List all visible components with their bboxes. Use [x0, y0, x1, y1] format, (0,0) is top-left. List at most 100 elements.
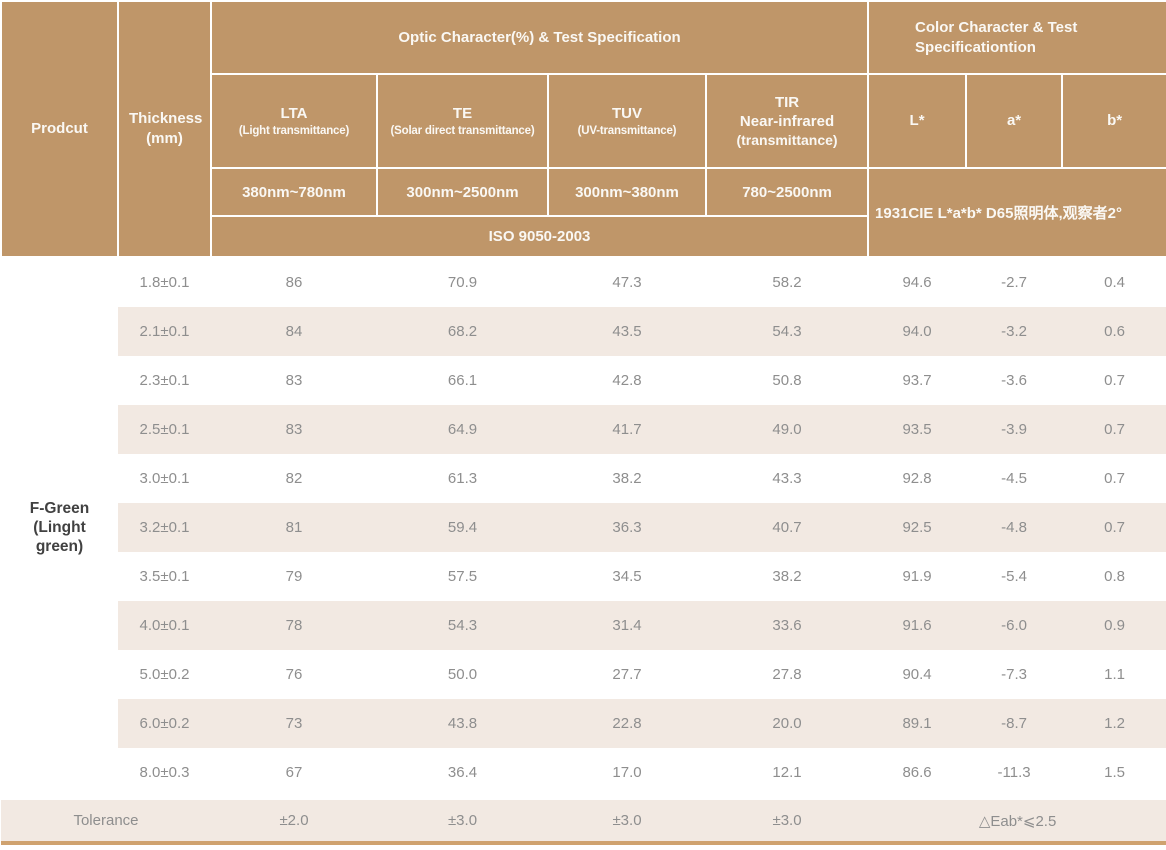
data-cell: 83 [211, 405, 377, 454]
range-tir: 780~2500nm [704, 167, 870, 217]
range-tuv: 300nm~380nm [547, 167, 707, 217]
data-cell: -8.7 [966, 699, 1063, 748]
table-row: 6.0±0.2 73 43.8 22.8 20.0 89.1 -8.7 1.2 [1, 699, 1166, 748]
thickness-cell: 2.1±0.1 [118, 307, 211, 356]
data-cell: 43.3 [706, 454, 869, 503]
col-name-te: TE [452, 105, 473, 122]
data-cell: -11.3 [966, 748, 1063, 799]
table-row: 3.2±0.1 81 59.4 36.3 40.7 92.5 -4.8 0.7 [1, 503, 1166, 552]
data-cell: 94.0 [868, 307, 967, 356]
header-col-lstar: L* [867, 73, 968, 169]
header-col-tir: TIR Near-infrared (transmittance) [704, 73, 870, 169]
data-cell: 79 [211, 552, 377, 601]
data-cell: -7.3 [966, 650, 1063, 699]
table-row: 8.0±0.3 67 36.4 17.0 12.1 86.6 -11.3 1.5 [1, 748, 1166, 799]
data-cell: 49.0 [706, 405, 869, 454]
col-name2-tir: Near-infrared [739, 113, 835, 130]
table-row: 3.5±0.1 79 57.5 34.5 38.2 91.9 -5.4 0.8 [1, 552, 1166, 601]
data-cell: 1.5 [1062, 748, 1166, 799]
data-cell: 27.8 [706, 650, 869, 699]
data-cell: 50.8 [706, 356, 869, 405]
data-cell: 57.5 [377, 552, 548, 601]
header-thickness: Thickness (mm) [117, 0, 212, 258]
col-name-lta: LTA [280, 105, 308, 122]
data-cell: 41.7 [548, 405, 706, 454]
data-cell: 1.2 [1062, 699, 1166, 748]
data-cell: 33.6 [706, 601, 869, 650]
thickness-cell: 3.5±0.1 [118, 552, 211, 601]
data-cell: 78 [211, 601, 377, 650]
data-cell: 54.3 [706, 307, 869, 356]
table-row: F-Green (Linght green) 1.8±0.1 86 70.9 4… [1, 257, 1166, 799]
data-cell: 90.4 [868, 650, 967, 699]
data-cell: 92.5 [868, 503, 967, 552]
col-sub-lta: (Light transmittance) [238, 125, 350, 137]
data-cell: -4.5 [966, 454, 1063, 503]
data-cell: -4.8 [966, 503, 1063, 552]
data-cell: 36.4 [377, 748, 548, 799]
thickness-cell: 1.8±0.1 [118, 257, 211, 307]
table-header: Prodcut Thickness (mm) Optic Character(%… [0, 0, 1166, 258]
data-cell: 34.5 [548, 552, 706, 601]
color-standard-note: 1931CIE L*a*b* D65照明体,观察者2° [867, 167, 1166, 258]
table-row: 2.3±0.1 83 66.1 42.8 50.8 93.7 -3.6 0.7 [1, 356, 1166, 405]
range-lta: 380nm~780nm [210, 167, 378, 217]
thickness-cell: 3.2±0.1 [118, 503, 211, 552]
optic-standard-note: ISO 9050-2003 [209, 215, 870, 258]
data-cell: 64.9 [377, 405, 548, 454]
data-cell: -2.7 [966, 257, 1063, 307]
data-cell: 0.8 [1062, 552, 1166, 601]
data-cell: 0.4 [1062, 257, 1166, 307]
header-col-astar: a* [965, 73, 1064, 169]
data-cell: 12.1 [706, 748, 869, 799]
data-cell: 27.7 [548, 650, 706, 699]
data-cell: 73 [211, 699, 377, 748]
data-cell: 31.4 [548, 601, 706, 650]
header-col-bstar: b* [1061, 73, 1166, 169]
table-row: 2.5±0.1 83 64.9 41.7 49.0 93.5 -3.9 0.7 [1, 405, 1166, 454]
data-cell: 93.5 [868, 405, 967, 454]
col-sub-te: (Solar direct transmittance) [390, 125, 535, 137]
data-cell: -3.9 [966, 405, 1063, 454]
data-cell: 17.0 [548, 748, 706, 799]
table-row: 5.0±0.2 76 50.0 27.7 27.8 90.4 -7.3 1.1 [1, 650, 1166, 699]
data-cell: 59.4 [377, 503, 548, 552]
data-cell: 93.7 [868, 356, 967, 405]
data-cell: 66.1 [377, 356, 548, 405]
data-cell: 43.8 [377, 699, 548, 748]
table-row: 3.0±0.1 82 61.3 38.2 43.3 92.8 -4.5 0.7 [1, 454, 1166, 503]
data-cell: 89.1 [868, 699, 967, 748]
data-cell: 54.3 [377, 601, 548, 650]
header-product: Prodcut [0, 0, 119, 258]
data-cell: 20.0 [706, 699, 869, 748]
data-cell: -3.6 [966, 356, 1063, 405]
data-cell: 38.2 [548, 454, 706, 503]
data-cell: 42.8 [548, 356, 706, 405]
data-cell: 94.6 [868, 257, 967, 307]
data-cell: 83 [211, 356, 377, 405]
table-row: 4.0±0.1 78 54.3 31.4 33.6 91.6 -6.0 0.9 [1, 601, 1166, 650]
data-cell: 91.9 [868, 552, 967, 601]
tolerance-cell: ±3.0 [377, 797, 548, 845]
header-col-lta: LTA (Light transmittance) [210, 73, 378, 169]
thickness-cell: 2.3±0.1 [118, 356, 211, 405]
table-row: 2.1±0.1 84 68.2 43.5 54.3 94.0 -3.2 0.6 [1, 307, 1166, 356]
thickness-cell: 8.0±0.3 [118, 748, 211, 799]
data-cell: 1.1 [1062, 650, 1166, 699]
data-cell: 0.6 [1062, 307, 1166, 356]
col-sub-tuv: (UV-transmittance) [577, 125, 677, 137]
data-cell: 0.7 [1062, 405, 1166, 454]
data-cell: -3.2 [966, 307, 1063, 356]
tolerance-label: Tolerance [1, 797, 211, 845]
data-cell: 22.8 [548, 699, 706, 748]
thickness-cell: 3.0±0.1 [118, 454, 211, 503]
data-cell: 86 [211, 257, 377, 307]
header-col-tuv: TUV (UV-transmittance) [547, 73, 707, 169]
thickness-cell: 5.0±0.2 [118, 650, 211, 699]
header-optic-group: Optic Character(%) & Test Specification [209, 0, 870, 75]
data-cell: 81 [211, 503, 377, 552]
data-cell: 38.2 [706, 552, 869, 601]
tolerance-cell: ±2.0 [211, 797, 377, 845]
tolerance-cell: ±3.0 [548, 797, 706, 845]
